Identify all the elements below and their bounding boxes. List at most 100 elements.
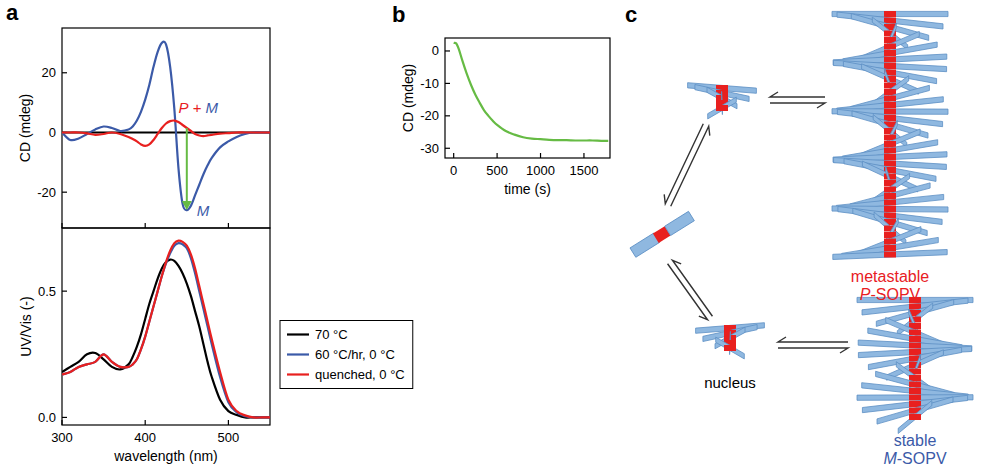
x-tick [61,420,62,425]
slat [910,355,921,389]
arrow-forward [671,126,710,206]
core [884,193,896,199]
x-tick [228,223,229,228]
y-axis-title: CD (mdeg) [400,64,416,132]
slat [873,115,907,148]
core [884,141,896,147]
series-line [62,243,270,417]
x-tick [583,153,584,158]
core [909,388,921,394]
arrow-head [182,201,192,210]
series-group [62,42,270,210]
legend-label: 70 °C [315,327,348,342]
legend-swatch [287,333,309,335]
x-tick-label: 300 [51,430,73,445]
x-axis-title: wavelength (nm) [113,448,218,464]
core [884,252,896,258]
annotation-part: P [178,99,188,116]
label-part: -SOPV [870,286,920,303]
legend-label: 60 °C/hr, 0 °C [315,347,395,362]
core [884,187,896,193]
core [884,11,896,17]
core [909,349,921,355]
equilibrium-arrow [778,337,848,353]
core [884,206,896,212]
series-line [62,260,270,418]
core [884,109,896,115]
x-tick [453,153,454,158]
x-tick-label: 0 [450,163,457,178]
core [884,200,896,206]
slat [882,218,899,252]
core [884,154,896,160]
core [716,105,728,111]
diagram: metastableP-SOPVstableM-SOPVnucleus [630,11,973,467]
annotation: M [197,202,210,219]
y-tick-label: -10 [420,76,439,91]
x-tick-label: 500 [486,163,508,178]
slat [884,23,897,57]
plot-frame [445,38,610,158]
y-tick-label: 0.5 [38,284,56,299]
diagram-label: P-SOPV [860,286,921,303]
legend-swatch [287,373,309,375]
legend: 70 °C 60 °C/hr, 0 °C quenched, 0 °C [280,321,413,389]
figure: -20020CD (mdeg)P + MM3004005000.00.5UV/V… [0,0,990,475]
annotation: P + M [178,99,218,116]
legend-label: quenched, 0 °C [315,367,405,382]
core [884,18,896,24]
core [909,414,921,420]
x-tick [145,420,146,425]
x-tick [540,153,541,158]
series-line [454,43,609,141]
y-tick-label: -30 [420,141,439,156]
x-tick-label: 1500 [569,163,598,178]
arrow-forward [668,264,708,320]
plot-frame [62,228,270,425]
arrow-backward [778,337,848,342]
core [884,63,896,69]
x-tick [61,223,62,228]
panel-label: a [6,0,19,25]
arrow-forward [770,103,825,108]
legend-swatch [287,353,309,355]
stable-helix [857,297,973,434]
y-tick [62,192,67,193]
slat [843,61,936,83]
x-tick-label: 500 [218,430,240,445]
core [884,174,896,180]
label-part: P [860,286,871,303]
stable-nucleus [696,323,765,359]
core [884,57,896,63]
y-tick [62,72,67,73]
transition-arrow [182,128,192,210]
core [909,395,921,401]
core [724,345,736,351]
chart-1: 3004005000.00.5UV/Vis (-)wavelength (nm)… [18,228,413,464]
slat [887,350,944,380]
annotation-part: M [206,99,219,116]
x-tick [145,223,146,228]
core [909,343,921,349]
y-axis-title: CD (mdeg) [17,94,33,162]
y-tick [62,291,67,292]
core [884,102,896,108]
slat [844,159,936,182]
series-group [62,241,270,418]
slat [898,401,932,434]
y-tick-label: 20 [42,65,56,80]
chart-0: -20020CD (mdeg)P + MM [17,28,270,228]
x-axis-title: time (s) [504,181,551,197]
slat [868,347,961,369]
core [884,239,896,245]
slat [862,64,919,94]
core [884,148,896,154]
core [884,161,896,167]
annotation-part: M [197,202,210,219]
y-tick-label: 0.0 [38,410,56,425]
y-tick-label: 0 [49,125,56,140]
slat [885,69,896,103]
diagram-label: M-SOPV [883,450,946,467]
arrow-backward [770,92,825,97]
series-group [454,43,609,141]
